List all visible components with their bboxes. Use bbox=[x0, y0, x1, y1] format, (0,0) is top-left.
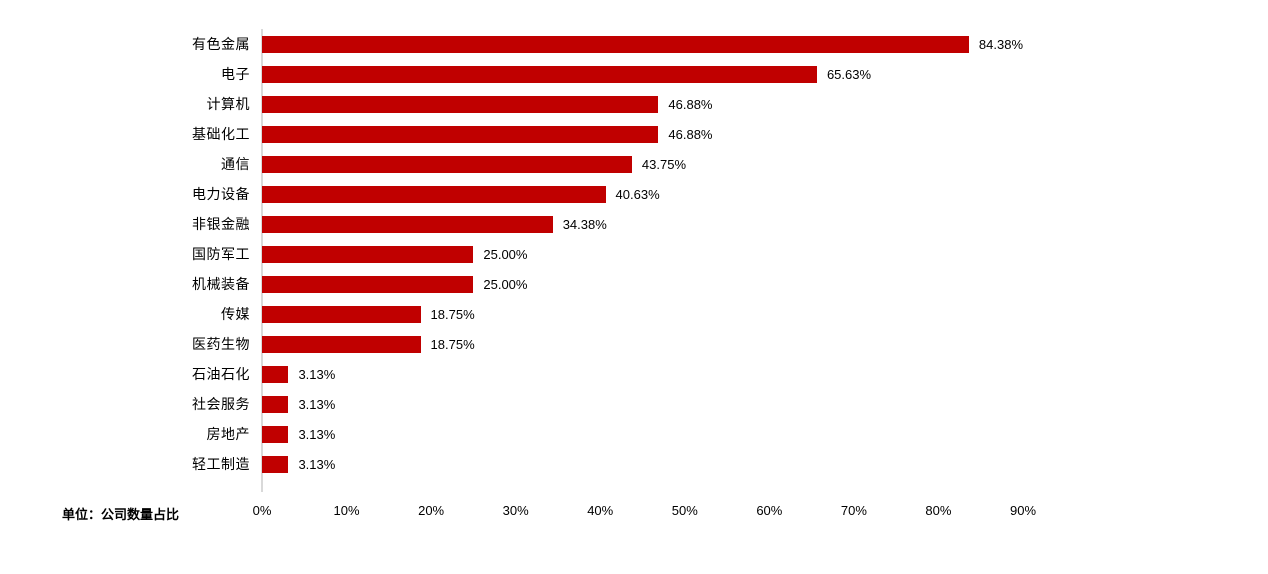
bar bbox=[262, 215, 553, 233]
value-label: 18.75% bbox=[430, 306, 475, 322]
value-label: 46.88% bbox=[668, 96, 713, 112]
category-label: 电子 bbox=[221, 66, 250, 82]
bar-track: 65.63% bbox=[262, 59, 1023, 89]
category-label: 房地产 bbox=[206, 426, 250, 442]
bar-row: 房地产 3.13% bbox=[0, 419, 1268, 449]
bar-track: 3.13% bbox=[262, 449, 1023, 479]
category-label: 通信 bbox=[221, 156, 250, 172]
bar-row: 非银金融 34.38% bbox=[0, 209, 1268, 239]
bar bbox=[262, 275, 474, 293]
bar bbox=[262, 425, 289, 443]
category-label: 有色金属 bbox=[192, 36, 250, 52]
x-axis-tick-label: 80% bbox=[925, 503, 952, 518]
value-label: 25.00% bbox=[483, 276, 528, 292]
bar-track: 25.00% bbox=[262, 269, 1023, 299]
bar-track: 40.63% bbox=[262, 179, 1023, 209]
bar-rows: 有色金属 84.38% 电子 65.63% 计算机 46.88% 基础化工 46… bbox=[0, 29, 1268, 479]
value-label: 46.88% bbox=[668, 126, 713, 142]
category-label: 社会服务 bbox=[192, 396, 250, 412]
bar bbox=[262, 245, 474, 263]
category-label: 传媒 bbox=[221, 306, 250, 322]
category-label: 石油石化 bbox=[192, 366, 250, 382]
category-label: 非银金融 bbox=[192, 216, 250, 232]
bar bbox=[262, 305, 421, 323]
bar-row: 传媒 18.75% bbox=[0, 299, 1268, 329]
category-label: 计算机 bbox=[206, 96, 250, 112]
category-label: 电力设备 bbox=[192, 186, 250, 202]
bar bbox=[262, 65, 817, 83]
bar-row: 电子 65.63% bbox=[0, 59, 1268, 89]
x-axis-tick-label: 20% bbox=[418, 503, 445, 518]
x-axis-tick-label: 30% bbox=[502, 503, 529, 518]
category-label: 医药生物 bbox=[192, 336, 250, 352]
category-label: 机械装备 bbox=[192, 276, 250, 292]
value-label: 3.13% bbox=[298, 456, 336, 472]
value-label: 18.75% bbox=[430, 336, 475, 352]
value-label: 84.38% bbox=[978, 36, 1023, 52]
bar-row: 医药生物 18.75% bbox=[0, 329, 1268, 359]
bar-row: 机械装备 25.00% bbox=[0, 269, 1268, 299]
bar-row: 基础化工 46.88% bbox=[0, 119, 1268, 149]
bar-row: 计算机 46.88% bbox=[0, 89, 1268, 119]
bar-row: 有色金属 84.38% bbox=[0, 29, 1268, 59]
bar-track: 18.75% bbox=[262, 329, 1023, 359]
x-axis-tick-label: 40% bbox=[587, 503, 614, 518]
value-label: 3.13% bbox=[298, 366, 336, 382]
x-axis-tick-label: 90% bbox=[1009, 503, 1037, 518]
bar bbox=[262, 185, 606, 203]
bar-row: 电力设备 40.63% bbox=[0, 179, 1268, 209]
bar-track: 43.75% bbox=[262, 149, 1023, 179]
value-label: 43.75% bbox=[641, 156, 687, 172]
bar-row: 轻工制造 3.13% bbox=[0, 449, 1268, 479]
value-label: 3.13% bbox=[298, 426, 336, 442]
bar bbox=[262, 395, 289, 413]
unit-note: 单位：公司数量占比 bbox=[62, 507, 180, 522]
x-axis-tick-label: 10% bbox=[333, 503, 360, 518]
value-label: 34.38% bbox=[562, 216, 607, 232]
category-label: 国防军工 bbox=[192, 246, 250, 262]
x-axis: 0% 10% 20% 30% 40% 50% 60% 70% 80% 90% bbox=[253, 503, 1036, 521]
value-label: 3.13% bbox=[298, 396, 336, 412]
bar-row: 石油石化 3.13% bbox=[0, 359, 1268, 389]
category-label: 轻工制造 bbox=[192, 456, 250, 472]
bar-track: 46.88% bbox=[262, 89, 1023, 119]
bar-track: 46.88% bbox=[262, 119, 1023, 149]
x-axis-tick-label: 70% bbox=[840, 503, 867, 518]
bar-track: 3.13% bbox=[262, 419, 1023, 449]
plot-area: 有色金属 84.38% 电子 65.63% 计算机 46.88% 基础化工 46… bbox=[0, 29, 1268, 492]
bar bbox=[262, 35, 969, 53]
bar bbox=[262, 155, 632, 173]
x-axis-tick-label: 0% bbox=[252, 503, 272, 518]
value-label: 40.63% bbox=[615, 186, 660, 202]
bar-track: 25.00% bbox=[262, 239, 1023, 269]
bar-track: 84.38% bbox=[262, 29, 1023, 59]
bar-row: 国防军工 25.00% bbox=[0, 239, 1268, 269]
bar-row: 通信 43.75% bbox=[0, 149, 1268, 179]
category-label: 基础化工 bbox=[192, 126, 250, 142]
bar-track: 3.13% bbox=[262, 359, 1023, 389]
bar bbox=[262, 455, 289, 473]
value-label: 65.63% bbox=[826, 66, 872, 82]
bar-track: 34.38% bbox=[262, 209, 1023, 239]
bar bbox=[262, 95, 659, 113]
x-axis-tick-label: 50% bbox=[671, 503, 698, 518]
bar bbox=[262, 335, 421, 353]
bar bbox=[262, 365, 289, 383]
bar-track: 18.75% bbox=[262, 299, 1023, 329]
value-label: 25.00% bbox=[483, 246, 528, 262]
bar-track: 3.13% bbox=[262, 389, 1023, 419]
bar bbox=[262, 125, 659, 143]
bar-row: 社会服务 3.13% bbox=[0, 389, 1268, 419]
x-axis-tick-label: 60% bbox=[756, 503, 783, 518]
